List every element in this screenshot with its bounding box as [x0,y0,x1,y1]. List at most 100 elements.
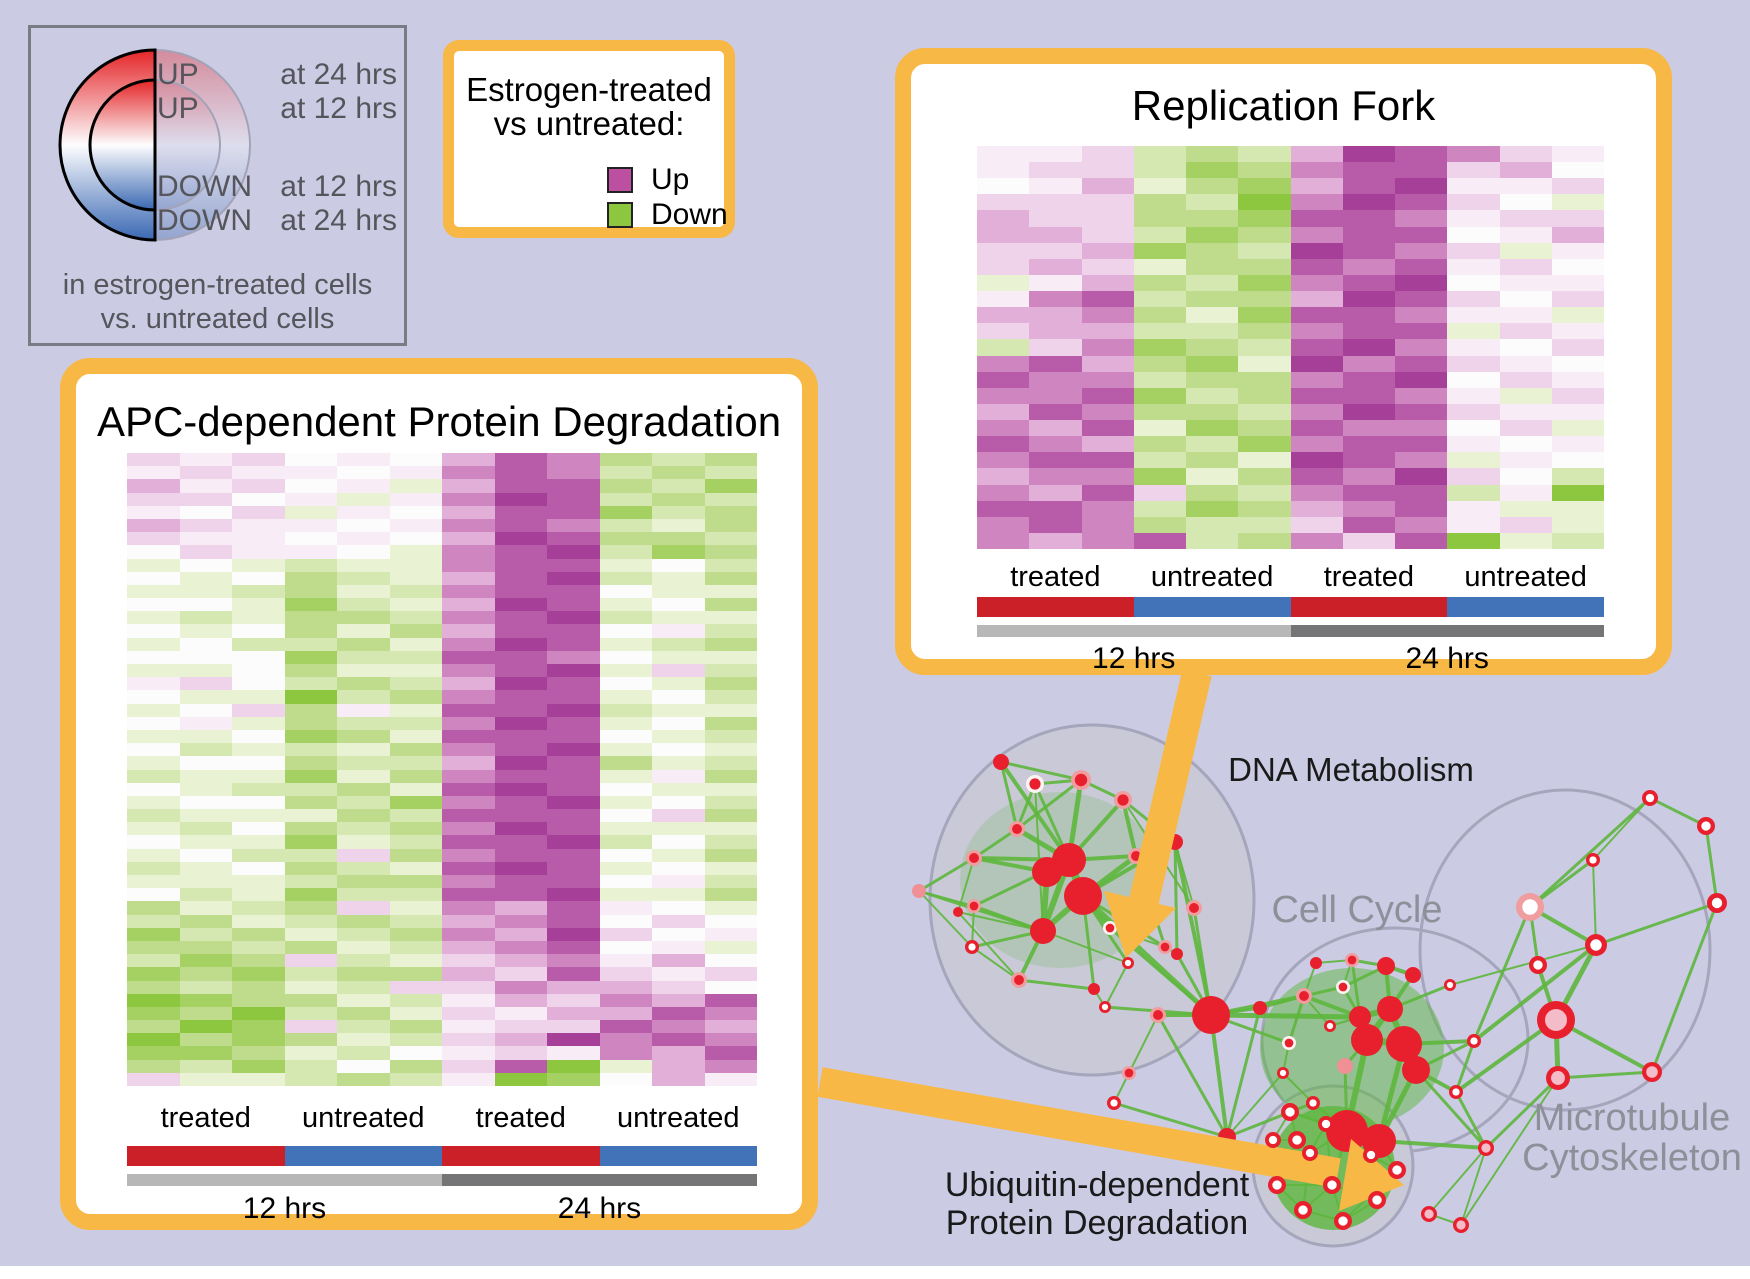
heatmap-cell [1551,339,1604,356]
heatmap-cell [1029,291,1082,308]
network-edge [1081,894,1213,1017]
heatmap-cell [704,505,757,519]
network-node [1150,1007,1166,1023]
heatmap-cell [442,1059,495,1073]
heatmap-cell [284,637,337,651]
heatmap-cell [494,1059,547,1073]
heatmap-cell [442,598,495,612]
heatmap-cell [1186,291,1239,308]
heatmap-cell [232,637,285,651]
network-edge [1415,1039,1475,1072]
heatmap-cell [547,756,600,770]
legend-row-up-24: UP at 24 hrs [157,58,397,92]
condition-bar-segment [1133,597,1291,617]
heatmap-cell [1133,258,1186,275]
heatmap-cell [179,743,232,757]
heatmap-cell [232,532,285,546]
heatmap-cell [337,875,390,889]
legend-time: at 24 hrs [280,204,397,237]
heatmap-cell [127,795,180,810]
heatmap-cell [442,571,495,585]
heatmap-cell [704,703,757,717]
heatmap-cell [704,927,757,941]
heatmap-cell [547,967,600,981]
network-node-core [968,943,976,951]
heatmap-cell [1186,258,1239,275]
heatmap-cell [389,729,442,744]
heatmap-cell [1029,162,1082,179]
heatmap-cell [127,598,180,612]
network-edge [1210,1006,1261,1017]
heatmap-cell [1342,242,1395,259]
heatmap-cell [442,954,495,968]
condition-bar-segment [1290,597,1448,617]
heatmap-cell [442,809,495,823]
network-node [1167,834,1183,850]
heatmap-cell [179,1046,232,1060]
network-node-core [1327,1180,1337,1190]
heatmap-cell [652,677,705,691]
heatmap-cell [1290,500,1343,517]
heatmap-cell [389,743,442,757]
heatmap-cell [599,795,652,810]
heatmap-cell [337,980,390,994]
heatmap-cell [127,861,180,875]
heatmap-cell [1029,516,1082,533]
edge-density-blob [1260,968,1444,1128]
network-edge [1276,1139,1298,1186]
heatmap-cell [494,901,547,915]
heatmap-cell [389,532,442,546]
heatmap-cell [1029,355,1082,372]
network-edge [1377,1140,1399,1171]
heatmap-cell [1342,420,1395,437]
heatmap-cell [1499,436,1552,453]
heatmap-cell [232,861,285,875]
network-edge [1303,985,1344,998]
heatmap-cell [232,914,285,928]
network-edge [1369,1140,1381,1156]
heatmap-cell [1081,226,1134,243]
network-node [1296,988,1312,1004]
network-node [1377,957,1395,975]
network-edge [1370,1154,1398,1171]
heatmap-cell [337,729,390,744]
group-label: untreated [1150,561,1274,593]
heatmap-cell [284,584,337,599]
heatmap-cell [704,861,757,875]
heatmap-cell [652,980,705,994]
heatmap-cell [977,162,1030,179]
network-node [1122,1066,1136,1080]
heatmap-cell [977,323,1030,340]
heatmap-cell [652,967,705,981]
heatmap-cell [284,703,337,717]
heatmap-cell [1342,371,1395,388]
network-node [1405,967,1421,983]
heatmap-cell [442,690,495,704]
heatmap-cell [704,650,757,664]
heatmap-cell [232,703,285,717]
heatmap-cell [337,479,390,493]
heatmap-cell [442,861,495,875]
network-edge [1068,854,1137,862]
heatmap-cell [547,1033,600,1047]
heatmap-cell [1447,146,1500,163]
heatmap-cell [652,518,705,533]
heatmap-cell [337,795,390,810]
network-edge [1303,962,1317,997]
heatmap-cell [1238,258,1291,275]
heatmap-cell [494,980,547,994]
network-node [1071,770,1091,790]
heatmap-cell [652,1059,705,1073]
heatmap-cell [1342,452,1395,469]
heatmap-cell [1395,403,1448,421]
heatmap-cell [652,940,705,955]
heatmap-cell [1238,178,1291,195]
heatmap-cell [1447,307,1500,324]
heatmap-cell [1081,355,1134,372]
heatmap-cell [389,848,442,862]
network-edge [1528,906,1540,966]
heatmap-cell [179,664,232,678]
heatmap-cell [1290,307,1343,324]
network-edge [1331,1184,1344,1222]
heatmap-cell [232,518,285,533]
